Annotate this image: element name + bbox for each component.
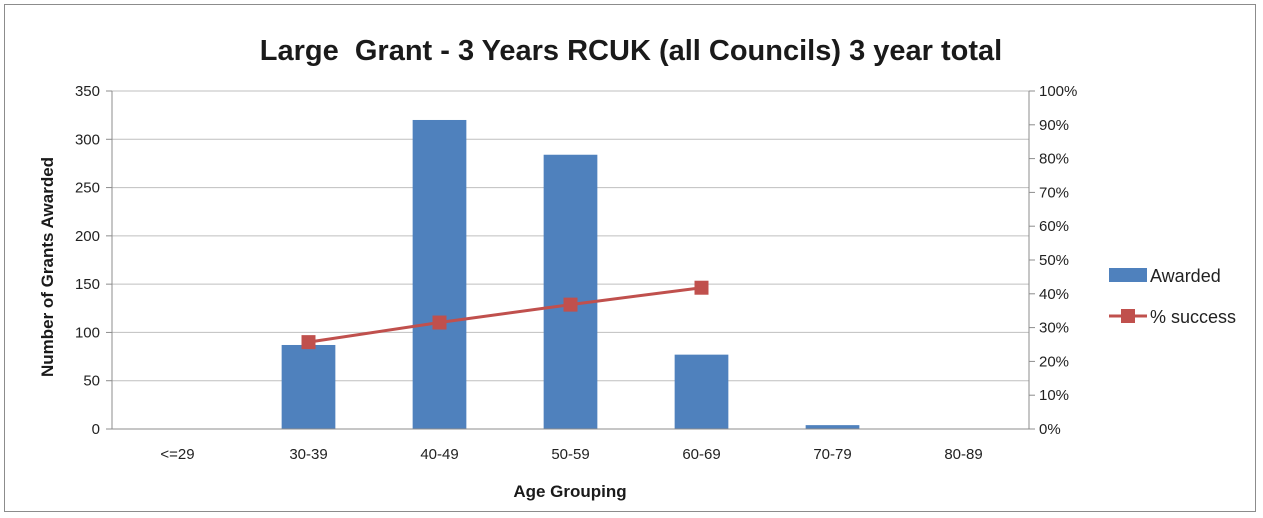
legend: Awarded % success — [1109, 266, 1236, 327]
y2-tick-label: 0% — [1039, 421, 1061, 438]
x-tick-label: <=29 — [160, 446, 194, 463]
tick-labels: 0 50 100 150 200 250 300 350 0% 10% 20% 30% 40% 50% 60… — [75, 83, 1077, 463]
chart-title: Large Grant - 3 Years RCUK (all Councils… — [260, 35, 1002, 67]
y-tick-label: 300 — [75, 131, 100, 148]
y-tick-label: 200 — [75, 228, 100, 245]
y2-tick-label: 80% — [1039, 151, 1069, 168]
bar-awarded — [805, 425, 860, 429]
legend-label-success: % success — [1150, 307, 1236, 327]
x-tick-label: 60-69 — [682, 446, 720, 463]
y2-tick-label: 90% — [1039, 117, 1069, 134]
legend-item-success: % success — [1109, 307, 1236, 327]
y-tick-label: 150 — [75, 276, 100, 293]
y2-tick-label: 10% — [1039, 387, 1069, 404]
success-marker — [694, 280, 709, 295]
success-line-path — [308, 286, 702, 344]
y-tick-label: 50 — [83, 373, 100, 390]
bar-awarded — [674, 354, 729, 429]
x-tick-label: 40-49 — [420, 446, 458, 463]
bar-awarded — [281, 344, 336, 429]
y2-tick-label: 20% — [1039, 353, 1069, 370]
y2-tick-label: 50% — [1039, 252, 1069, 269]
y-tick-label: 100 — [75, 324, 100, 341]
y-tick-label: 0 — [92, 421, 100, 438]
y-axis-title: Number of Grants Awarded — [38, 157, 57, 377]
legend-item-awarded: Awarded — [1109, 266, 1221, 286]
legend-swatch-success-marker — [1121, 309, 1135, 323]
y2-tick-label: 40% — [1039, 286, 1069, 303]
chart-frame: Large Grant - 3 Years RCUK (all Councils… — [4, 4, 1256, 512]
legend-label-awarded: Awarded — [1150, 266, 1221, 286]
y-tick-label: 250 — [75, 180, 100, 197]
x-tick-label: 50-59 — [551, 446, 589, 463]
success-line — [301, 280, 709, 350]
y2-tick-label: 70% — [1039, 184, 1069, 201]
x-tick-label: 70-79 — [813, 446, 851, 463]
y-tick-label: 350 — [75, 83, 100, 100]
success-marker — [563, 297, 578, 312]
bar-awarded — [412, 119, 467, 429]
chart: Large Grant - 3 Years RCUK (all Councils… — [38, 35, 1236, 501]
x-tick-label: 80-89 — [944, 446, 982, 463]
x-axis-title: Age Grouping — [513, 482, 626, 501]
y2-tick-label: 30% — [1039, 320, 1069, 337]
success-marker — [432, 315, 447, 330]
legend-swatch-awarded — [1109, 268, 1147, 282]
success-marker — [301, 335, 316, 350]
bar-awarded — [543, 154, 598, 430]
y2-tick-label: 60% — [1039, 218, 1069, 235]
y2-tick-label: 100% — [1039, 83, 1077, 100]
bars — [281, 119, 860, 430]
x-tick-label: 30-39 — [289, 446, 327, 463]
axes — [106, 90, 1035, 430]
